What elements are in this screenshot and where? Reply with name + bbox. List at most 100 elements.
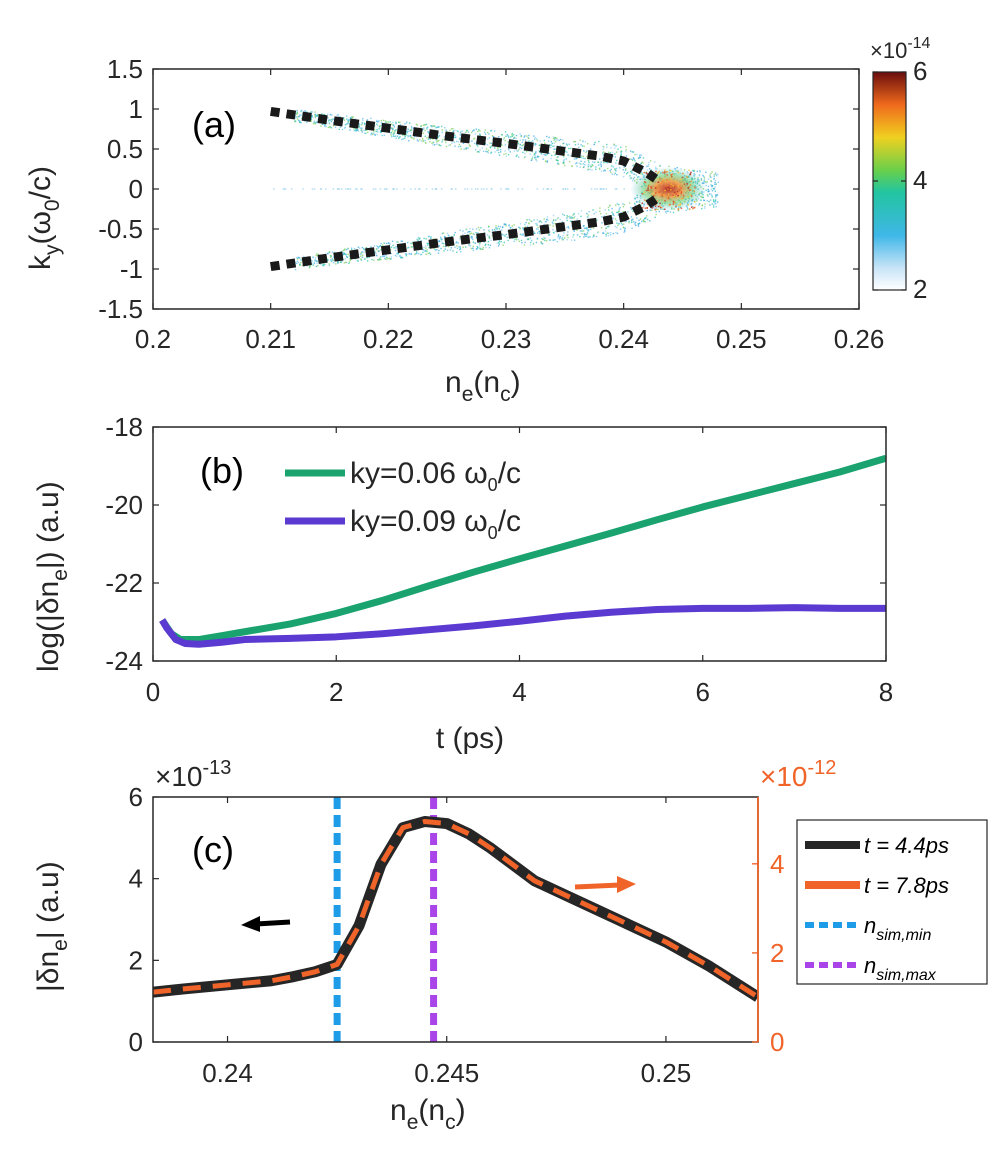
heatmap-cell [532,230,535,233]
heatmap-cell [482,150,485,152]
heatmap-cell [353,128,355,130]
heatmap-cell [438,144,440,147]
heatmap-cell [515,150,518,152]
heatmap-cell [682,172,684,175]
heatmap-cell [599,207,601,209]
colorbar-ticks: 642 [873,56,927,304]
heatmap-cell [329,254,332,257]
heatmap-cell [536,188,539,190]
heatmap-cell [494,147,496,149]
heatmap-cell [641,206,644,209]
heatmap-cell [476,248,478,250]
heatmap-cell [474,188,477,190]
heatmap-cell [607,206,610,209]
heatmap-cell [570,239,573,241]
heatmap-cell [497,242,500,244]
heatmap-cell [579,139,581,141]
x-tick-label: 4 [512,677,526,707]
heatmap-cell [464,232,466,234]
heatmap-cell [496,242,498,244]
heatmap-cell [544,239,546,242]
heatmap-cell [393,188,395,190]
heatmap-cell [505,233,508,236]
heatmap-cell [523,235,526,237]
heatmap-cell [562,160,565,162]
heatmap-cell [635,224,637,227]
heatmap-cell [674,180,677,183]
heatmap-cell [472,249,475,252]
heatmap-cell [331,251,334,253]
heatmap-cell [316,114,319,116]
heatmap-cell [562,156,565,158]
heatmap-cell [528,134,530,137]
heatmap-cell [666,174,668,176]
heatmap-cell [347,253,349,256]
heatmap-cell [455,242,457,244]
heatmap-cell [557,236,559,238]
heatmap-cell [347,119,349,122]
y-tick-label-left: 0 [129,1027,143,1057]
heatmap-cell [442,242,445,245]
heatmap-cell [511,225,514,227]
heatmap-cell [562,142,564,145]
heatmap-cell [667,197,669,200]
heatmap-cell [685,209,687,212]
heatmap-cell [362,247,365,250]
heatmap-cell [345,254,348,257]
heatmap-cell [648,161,650,164]
heatmap-cell [358,247,361,249]
heatmap-cell [616,222,618,224]
heatmap-cell [345,261,347,264]
heatmap-cell [709,204,711,206]
heatmap-cell [622,206,625,208]
heatmap-cell [606,162,609,164]
heatmap-cell [424,135,427,137]
heatmap-cell [664,211,667,213]
heatmap-cell [296,115,299,118]
heatmap-cell [586,232,589,234]
heatmap-cell [308,267,311,269]
heatmap-cell [322,263,325,266]
heatmap-cell [457,141,460,143]
heatmap-cell [714,190,717,192]
heatmap-cell [584,157,586,160]
heatmap-cell [473,142,476,145]
heatmap-cell [345,248,348,251]
dotted-dispersion-curve [270,106,662,272]
heatmap-cell [540,241,542,243]
heatmap-cell [450,128,453,130]
heatmap-cell [476,151,479,153]
heatmap-cell [347,247,349,250]
heatmap-cell [694,186,696,189]
heatmap-cell [426,249,428,251]
heatmap-cell [498,228,500,230]
heatmap-cell [517,238,519,241]
heatmap-cell [610,231,612,234]
heatmap-cell [644,181,647,184]
heatmap-cell [681,176,684,179]
heatmap-cell [490,142,493,145]
heatmap-cell [488,236,490,238]
heatmap-cell [335,263,337,265]
heatmap-cell [641,202,644,205]
heatmap-cell [544,154,546,156]
heatmap-cell [543,218,545,220]
heatmap-cell [699,169,701,172]
heatmap-cell [515,237,518,239]
heatmap-cell [578,146,580,148]
heatmap-cell [473,137,476,140]
heatmap-cell [328,264,331,267]
heatmap-cell [516,145,518,147]
heatmap-cell [694,201,696,203]
heatmap-cell [649,209,651,211]
heatmap-cell [474,149,477,151]
heatmap-cell [522,234,524,236]
heatmap-cell [625,168,627,170]
heatmap-cell [677,185,680,187]
heatmap-cell [491,134,494,137]
heatmap-cell [361,131,363,133]
heatmap-cell [490,188,493,190]
heatmap-cell [433,247,435,250]
heatmap-cell [584,141,587,143]
heatmap-cell [659,178,661,180]
